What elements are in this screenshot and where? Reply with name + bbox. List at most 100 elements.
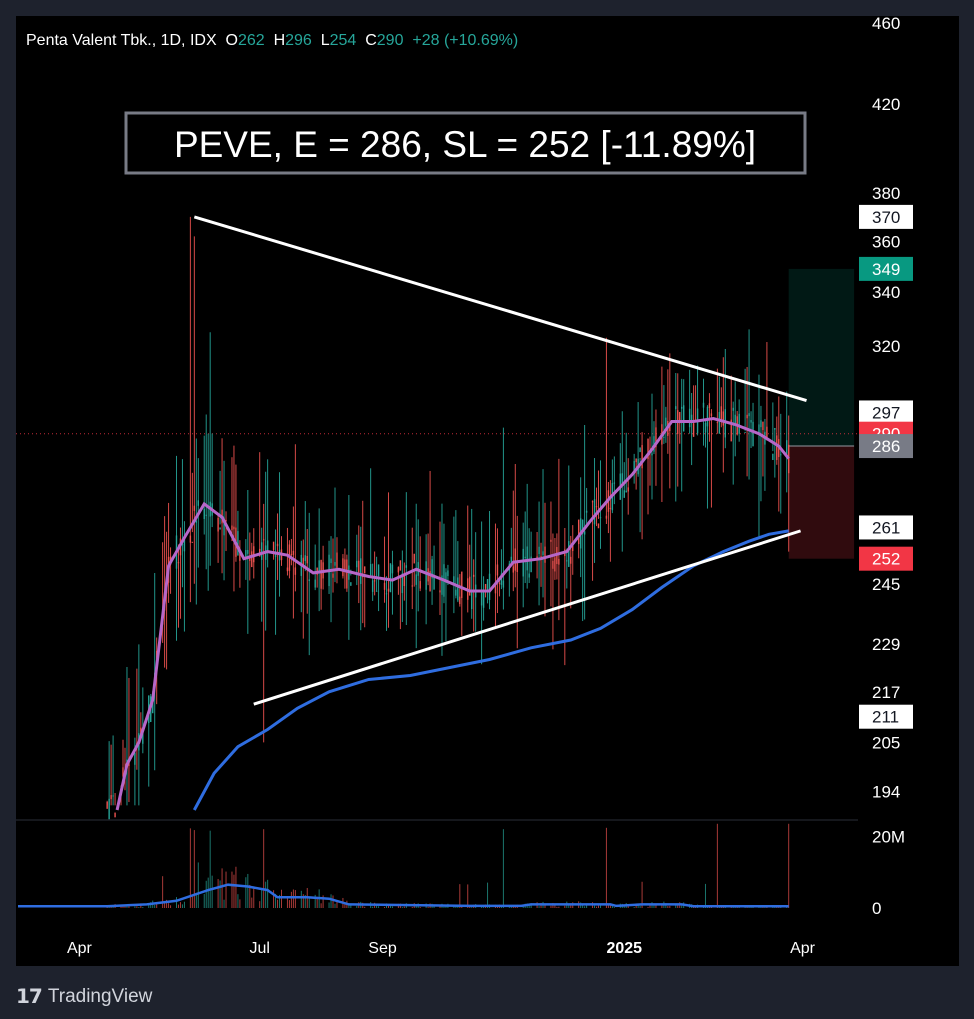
legend-part: 262 [238, 32, 274, 49]
price-tick-label: 460 [872, 14, 900, 33]
price-tick-label: 380 [872, 184, 900, 203]
candle-body [346, 559, 348, 589]
candle-body [114, 812, 116, 818]
time-tick-label: Jul [249, 940, 269, 957]
time-tick-label: 2025 [606, 940, 642, 957]
candle-body [581, 519, 584, 534]
legend-part: +28 (+10.69%) [412, 32, 518, 49]
candle-body [445, 572, 447, 583]
candle-body [538, 546, 540, 555]
candle-body [706, 406, 709, 427]
candle-body [679, 411, 681, 424]
price-badge-box [859, 256, 913, 281]
price-badge: 370 [872, 208, 900, 227]
candle-body [708, 403, 711, 408]
candle-body [302, 557, 304, 566]
candle-body [688, 408, 691, 428]
candle-body [734, 414, 736, 426]
annotation-text: PEVE, E = 286, SL = 252 [-11.89%] [174, 124, 756, 165]
candle-body [453, 576, 455, 584]
tradingview-brand[interactable]: 𝟭𝟳 TradingView [16, 984, 152, 1009]
candle-body [237, 531, 239, 556]
candle-body [524, 556, 526, 558]
candle-body [577, 519, 580, 545]
candle-body [239, 551, 241, 561]
price-tick-label: 205 [872, 733, 900, 752]
candle-body [748, 413, 750, 417]
candle-body [231, 525, 233, 531]
candles [106, 216, 790, 820]
slow-moving-average [192, 529, 789, 811]
candle-body [758, 424, 760, 433]
brand-name: TradingView [47, 985, 153, 1007]
candle-body [292, 550, 295, 555]
volume-tick-label: 0 [872, 899, 881, 918]
candle-body [585, 510, 588, 513]
candle-body [385, 593, 388, 595]
candle-body [544, 546, 546, 563]
candle-body [306, 555, 308, 564]
candle-body [106, 801, 108, 809]
candle-body [308, 579, 310, 581]
candle-body [401, 573, 404, 594]
candle-body [675, 406, 677, 410]
candle-body [787, 444, 790, 474]
candle-body [334, 562, 336, 566]
candle-body [330, 558, 332, 564]
candle-body [431, 559, 433, 579]
price-badge: 297 [872, 403, 900, 422]
candle-body [536, 556, 538, 559]
candle-body [203, 508, 205, 520]
candle-body [528, 573, 530, 578]
candle-body [530, 556, 532, 573]
price-tick-label: 360 [872, 232, 900, 251]
candle-body [583, 531, 586, 535]
candle-body [568, 541, 570, 567]
candle-body [391, 564, 394, 574]
candle-body [266, 540, 269, 553]
candle-body [486, 579, 489, 590]
candle-body [459, 596, 461, 605]
candle-body [516, 561, 518, 573]
candle-body [387, 588, 390, 592]
candle-body [702, 402, 705, 408]
legend-part: Penta Valent Tbk., 1D, IDX [26, 32, 226, 49]
candle-body [413, 553, 415, 564]
candle-body [730, 419, 732, 442]
candle-body [217, 517, 219, 532]
candle-body [457, 577, 459, 601]
candle-body [641, 445, 643, 469]
stop-zone [788, 446, 855, 559]
candle-body [356, 560, 358, 568]
price-badge-box [859, 434, 913, 459]
candle-body [744, 431, 746, 433]
candle-body [512, 566, 515, 573]
price-tick-label: 340 [872, 283, 900, 302]
candle-body [350, 582, 352, 586]
candle-body [373, 580, 376, 582]
candle-body [681, 406, 683, 409]
candle-body [332, 573, 334, 578]
candle-body [722, 411, 725, 426]
candle-body [441, 575, 443, 595]
candle-body [718, 412, 721, 434]
candle-body [732, 407, 734, 411]
candle-body [455, 589, 457, 596]
candle-body [112, 795, 114, 797]
candle-body [223, 517, 225, 536]
candle-body [710, 413, 713, 417]
candle-body [750, 419, 752, 423]
candle-body [498, 583, 501, 585]
volume-tick-label: 20M [872, 827, 905, 846]
candle-body [193, 505, 196, 511]
candle-body [720, 406, 723, 423]
candle-body [364, 566, 366, 574]
candle-body [502, 580, 505, 588]
candle-body [776, 435, 778, 461]
legend-part: C [365, 32, 377, 49]
candle-body [274, 554, 277, 558]
candle-body [623, 490, 625, 498]
candle-body [276, 543, 279, 547]
